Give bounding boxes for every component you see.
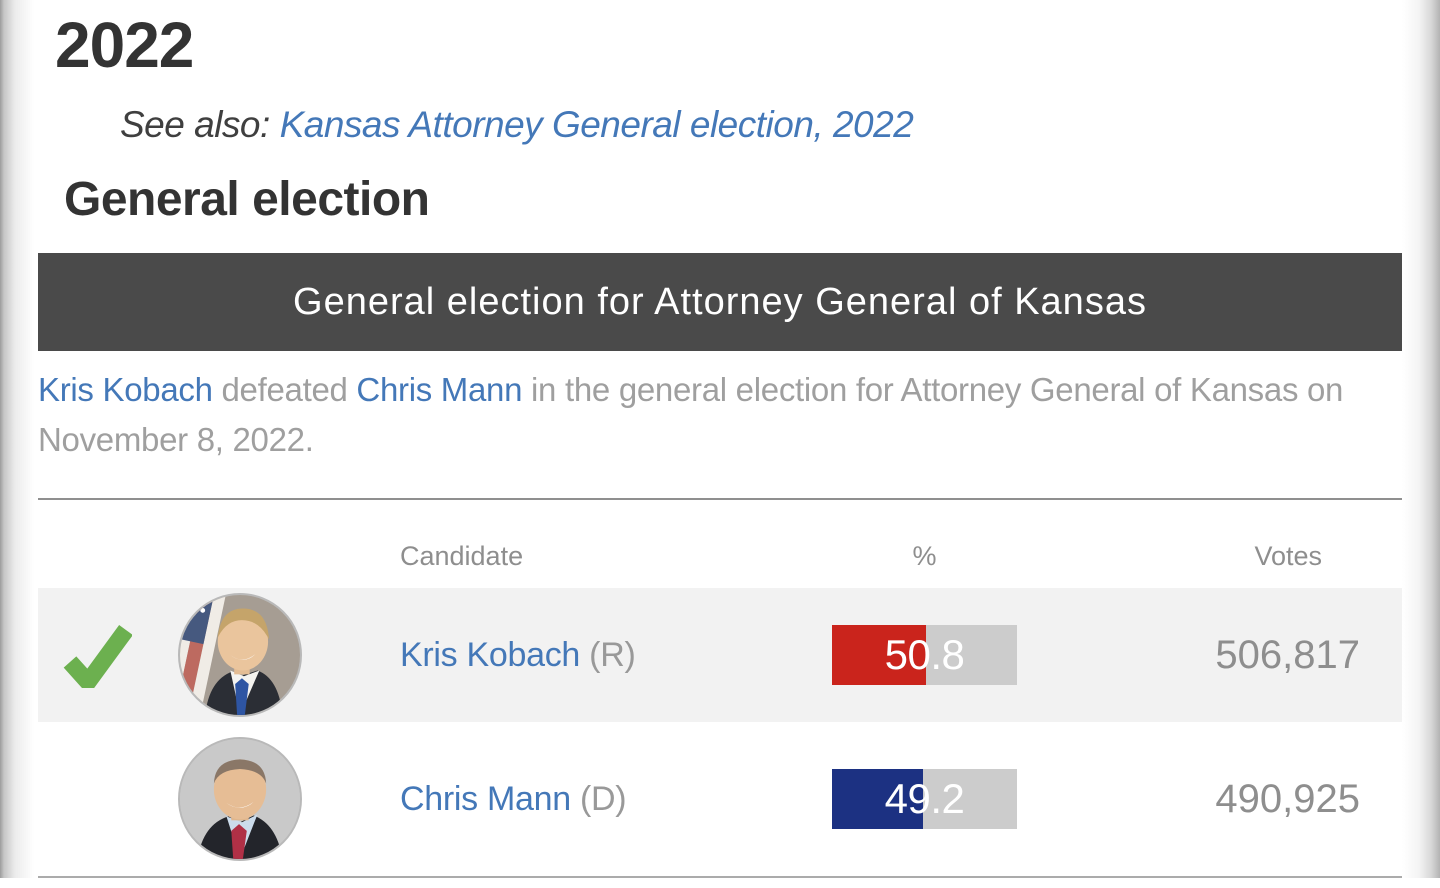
loser-candidate-link[interactable]: Chris Mann xyxy=(356,371,522,408)
percent-bar-label: 49.2 xyxy=(832,769,1017,829)
kris-kobach-photo xyxy=(178,593,302,717)
winner-check-icon xyxy=(62,622,132,688)
year-heading: 2022 xyxy=(55,10,1402,80)
section-heading: General election xyxy=(64,174,1402,227)
percent-bar: 49.2 xyxy=(832,769,1017,829)
percent-bar: 50.8 xyxy=(832,625,1017,685)
election-banner-title: General election for Attorney General of… xyxy=(293,281,1147,324)
candidate-name-cell: Chris Mann (D) xyxy=(400,780,832,819)
column-header-candidate: Candidate xyxy=(400,541,832,572)
table-row-chris-mann: Chris Mann (D) 49.2 490,925 xyxy=(38,722,1402,876)
column-header-votes: Votes xyxy=(1017,541,1402,572)
party-label: (R) xyxy=(589,636,635,674)
votes-value: 490,925 xyxy=(1017,777,1402,822)
candidate-photo-cell xyxy=(178,593,400,717)
chris-mann-photo xyxy=(178,737,302,861)
summary-text-middle: defeated xyxy=(213,371,357,408)
result-summary: Kris Kobach defeated Chris Mann in the g… xyxy=(38,365,1402,465)
see-also-label: See also: xyxy=(120,104,270,145)
candidate-link-chris-mann[interactable]: Chris Mann xyxy=(400,780,571,818)
candidate-name-cell: Kris Kobach (R) xyxy=(400,636,832,675)
election-banner: General election for Attorney General of… xyxy=(38,253,1402,351)
results-table: Candidate % Votes xyxy=(38,500,1402,878)
article-content: 2022 See also: Kansas Attorney General e… xyxy=(0,10,1440,878)
see-also-line: See also: Kansas Attorney General electi… xyxy=(120,104,1402,146)
percent-cell: 50.8 xyxy=(832,625,1017,685)
winner-candidate-link[interactable]: Kris Kobach xyxy=(38,371,213,408)
column-header-percent: % xyxy=(832,541,1017,572)
table-row-kris-kobach: Kris Kobach (R) 50.8 506,817 xyxy=(38,588,1402,722)
percent-bar-label: 50.8 xyxy=(832,625,1017,685)
votes-value: 506,817 xyxy=(1017,633,1402,678)
percent-cell: 49.2 xyxy=(832,769,1017,829)
see-also-link[interactable]: Kansas Attorney General election, 2022 xyxy=(280,104,914,145)
winner-check-cell xyxy=(38,622,178,688)
candidate-link-kris-kobach[interactable]: Kris Kobach xyxy=(400,636,580,674)
party-label: (D) xyxy=(580,780,626,818)
results-table-header: Candidate % Votes xyxy=(38,500,1402,588)
candidate-photo-cell xyxy=(178,737,400,861)
